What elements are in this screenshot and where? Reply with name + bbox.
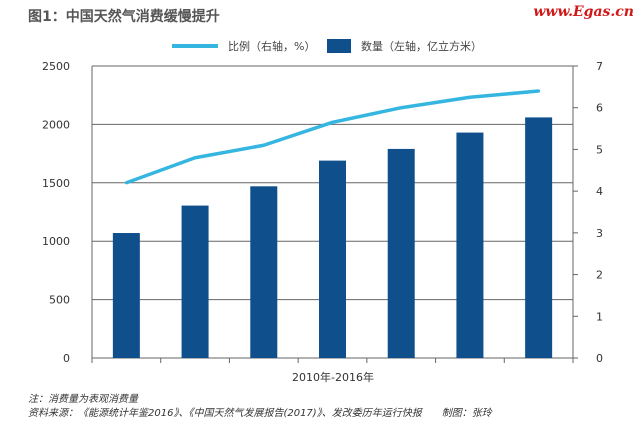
right-tick-label: 1 (596, 310, 603, 323)
right-tick-label: 2 (596, 269, 603, 282)
right-tick-label: 4 (596, 185, 603, 198)
right-tick-label: 3 (596, 227, 603, 240)
left-tick-label: 500 (49, 294, 70, 307)
bar-2014 (387, 148, 415, 358)
bar-2011 (181, 205, 209, 358)
bar-2016 (525, 117, 553, 358)
left-tick-label: 1500 (42, 177, 70, 190)
note-text: 注：消费量为表观消费量 (28, 394, 138, 405)
right-tick-label: 6 (596, 102, 603, 115)
watermark: www.Egas.cn (533, 4, 634, 20)
source-text: 资料来源：《能源统计年鉴2016》、《中国天然气发展报告(2017)》、发改委历… (28, 408, 492, 419)
chart-title: 图1：中国天然气消费缓慢提升 (28, 9, 220, 25)
legend-ratio-label: 比例（右轴，%） (228, 39, 315, 53)
ratio-point-2015 (468, 95, 472, 99)
left-tick-label: 0 (63, 352, 70, 365)
bar-2012 (250, 186, 278, 358)
x-axis-label: 2010年-2016年 (292, 370, 374, 384)
legend-volume-label: 数量（左轴，亿立方米） (361, 39, 482, 53)
right-tick-label: 5 (596, 143, 603, 156)
ratio-point-2012 (262, 143, 266, 147)
legend-bar-swatch (327, 39, 351, 53)
bar-2010 (112, 233, 140, 358)
bar-2015 (456, 132, 484, 358)
left-tick-label: 2500 (42, 60, 70, 73)
left-tick-label: 2000 (42, 118, 70, 131)
ratio-point-2013 (331, 120, 334, 124)
ratio-point-2011 (193, 156, 197, 160)
bar-2013 (319, 160, 346, 358)
right-tick-label: 7 (596, 60, 603, 73)
left-tick-label: 1000 (42, 235, 70, 248)
ratio-point-2016 (537, 89, 541, 93)
right-tick-label: 0 (596, 352, 603, 365)
ratio-point-2010 (124, 181, 128, 185)
ratio-point-2014 (399, 106, 403, 110)
